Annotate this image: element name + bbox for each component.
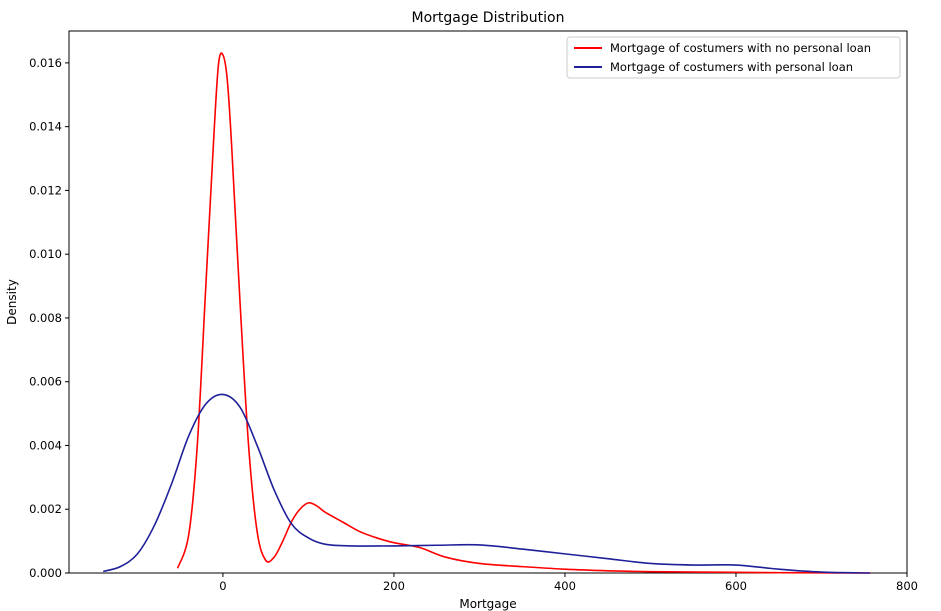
series-line-with-personal-loan: [102, 393, 871, 574]
y-tick-label: 0.014: [29, 120, 62, 134]
y-tick-label: 0.002: [29, 502, 62, 516]
legend: Mortgage of costumers with no personal l…: [566, 36, 901, 79]
legend-box: [566, 36, 901, 79]
legend-label-no-loan: Mortgage of costumers with no personal l…: [610, 41, 871, 55]
y-tick-label: 0.004: [29, 438, 62, 452]
y-tick-label: 0.012: [29, 183, 62, 197]
y-tick-label: 0.016: [29, 56, 62, 70]
series-line-no-personal-loan: [176, 52, 871, 574]
x-tick-label: 400: [554, 579, 576, 593]
x-tick-label: 0: [219, 579, 226, 593]
y-tick-label: 0.000: [29, 566, 62, 580]
x-axis-label: Mortgage: [459, 597, 516, 611]
x-tick-label: 200: [383, 579, 405, 593]
legend-label-with-loan: Mortgage of costumers with personal loan: [610, 60, 853, 74]
x-axis-ticks: 0 200 400 600 800: [219, 573, 918, 593]
series-layer: [102, 52, 871, 574]
y-axis-ticks: 0.000 0.002 0.004 0.006 0.008 0.010 0.012 0.014…: [29, 56, 69, 580]
y-tick-label: 0.010: [29, 247, 62, 261]
plot-frame: [68, 30, 908, 574]
chart-title: Mortgage Distribution: [412, 10, 565, 26]
y-tick-label: 0.008: [29, 311, 62, 325]
y-axis-label: Density: [5, 279, 19, 325]
x-tick-label: 800: [896, 579, 918, 593]
x-tick-label: 600: [725, 579, 747, 593]
y-tick-label: 0.006: [29, 375, 62, 389]
